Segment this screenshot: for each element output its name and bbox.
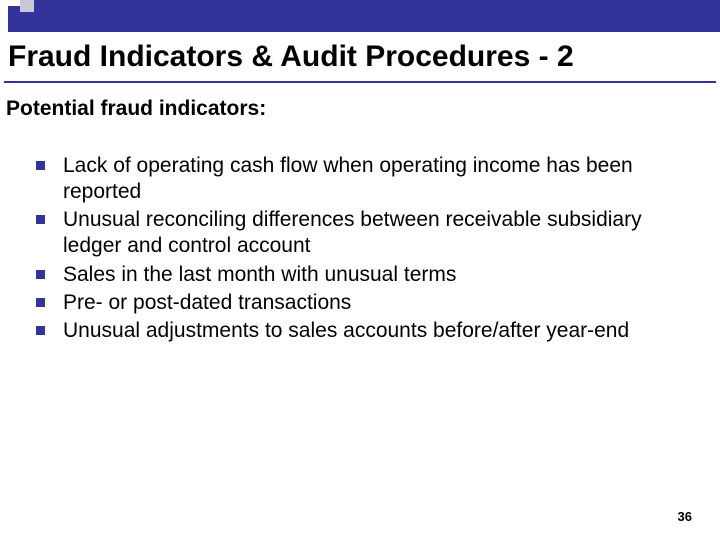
list-item-text: Lack of operating cash flow when operati… bbox=[63, 153, 700, 206]
square-bullet-icon bbox=[36, 326, 45, 335]
list-item-text: Pre- or post-dated transactions bbox=[63, 290, 351, 316]
slide-title: Fraud Indicators & Audit Procedures - 2 bbox=[4, 32, 716, 83]
list-item: Unusual reconciling differences between … bbox=[36, 207, 700, 260]
list-item-text: Sales in the last month with unusual ter… bbox=[63, 262, 456, 288]
list-item-text: Unusual reconciling differences between … bbox=[63, 207, 700, 260]
slide-subtitle: Potential fraud indicators: bbox=[0, 83, 720, 125]
list-item: Pre- or post-dated transactions bbox=[36, 290, 700, 316]
page-number: 36 bbox=[678, 509, 692, 524]
square-bullet-icon bbox=[36, 298, 45, 307]
slide-header-bar bbox=[30, 0, 720, 32]
square-bullet-icon bbox=[36, 270, 45, 279]
bullet-list: Lack of operating cash flow when operati… bbox=[0, 125, 720, 345]
header-decor-square-light bbox=[20, 0, 34, 12]
list-item: Lack of operating cash flow when operati… bbox=[36, 153, 700, 206]
list-item: Unusual adjustments to sales accounts be… bbox=[36, 318, 700, 344]
square-bullet-icon bbox=[36, 215, 45, 224]
list-item: Sales in the last month with unusual ter… bbox=[36, 262, 700, 288]
list-item-text: Unusual adjustments to sales accounts be… bbox=[63, 318, 629, 344]
square-bullet-icon bbox=[36, 161, 45, 170]
